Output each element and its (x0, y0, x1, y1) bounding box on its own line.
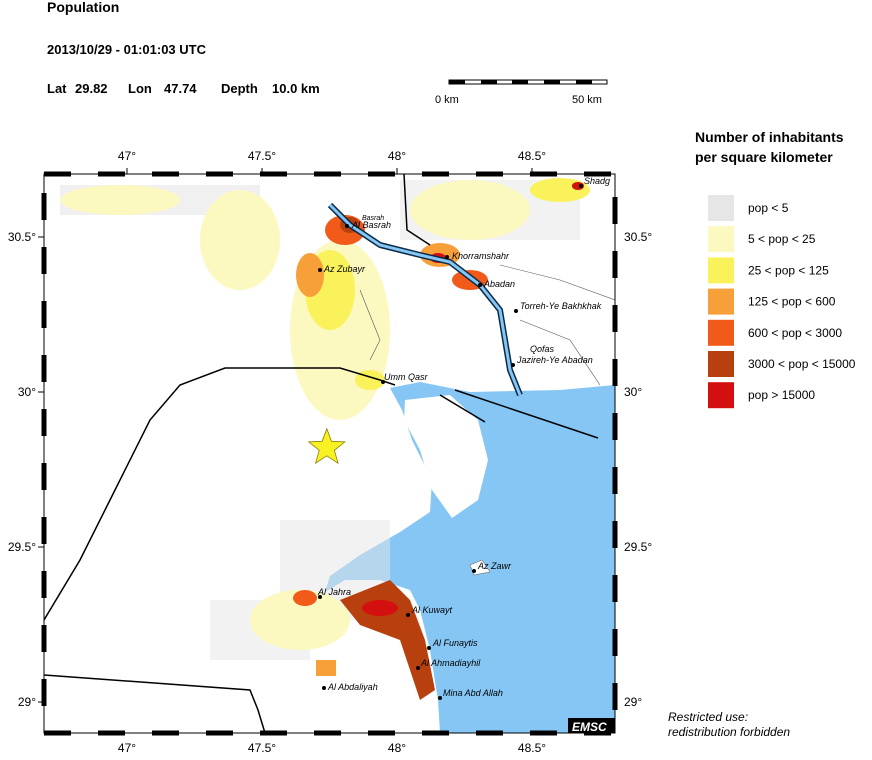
title: Population (47, 0, 119, 15)
datetime: 2013/10/29 - 01:01:03 UTC (47, 42, 207, 57)
lon-label: 48.5° (518, 741, 546, 755)
footer-line: redistribution forbidden (668, 725, 790, 739)
lat-label: 30.5° (8, 230, 36, 244)
lon-label: 47.5° (248, 741, 276, 755)
city-label: Al Funaytis (432, 638, 478, 648)
depth-label: Depth (221, 81, 258, 96)
lon-label: 48.5° (518, 149, 546, 163)
legend-label: 5 < pop < 25 (748, 232, 816, 246)
city-label: Al Basrah (351, 220, 391, 230)
lat-label: 29° (18, 695, 36, 709)
city-label: Shadg (584, 176, 610, 186)
legend-label: 600 < pop < 3000 (748, 326, 842, 340)
legend-label: 25 < pop < 125 (748, 263, 829, 277)
lon-label: 48° (388, 149, 406, 163)
city-label: Az Zawr (477, 561, 512, 571)
city-label: Jazireh-Ye Abadan (516, 355, 593, 365)
scale-bar (448, 79, 608, 85)
legend-swatch (708, 319, 734, 346)
lat-label: 30° (624, 385, 642, 399)
legend-swatch (708, 351, 734, 377)
legend: Number of inhabitants per square kilomete… (695, 129, 856, 409)
legend-swatch (708, 195, 734, 221)
legend-title: per square kilometer (695, 149, 833, 165)
lat-label: Lat (47, 81, 67, 96)
lon-label: Lon (128, 81, 152, 96)
city-label: Al Abdaliyah (327, 682, 378, 692)
legend-swatch (708, 288, 734, 315)
legend-swatch (708, 257, 734, 284)
lon-label: 47° (118, 149, 136, 163)
scale-start: 0 km (435, 94, 459, 106)
credit: EMSC (572, 720, 607, 734)
footer-line: Restricted use: (668, 710, 748, 724)
city-label: Qofas (530, 344, 555, 354)
city-label: Torreh-Ye Bakhkhak (520, 301, 602, 311)
legend-label: pop < 5 (748, 201, 789, 215)
lon-label: 47.5° (248, 149, 276, 163)
legend-label: pop > 15000 (748, 388, 815, 402)
city-label: Az Zubayr (323, 264, 366, 274)
city-label: Al Jahra (317, 587, 351, 597)
city-label: Abadan (483, 279, 515, 289)
lat-label: 30° (18, 385, 36, 399)
legend-title: Number of inhabitants (695, 129, 844, 145)
legend-swatch (708, 382, 734, 409)
scale-end: 50 km (572, 94, 602, 106)
lat-label: 29° (624, 695, 642, 709)
lon-label: 48° (388, 741, 406, 755)
lon-label: 47° (118, 741, 136, 755)
city-label: Al Kuwayt (411, 605, 453, 615)
city-label: Al Ahmadiayhil (420, 658, 481, 668)
epicenter (307, 427, 346, 465)
lat-label: 30.5° (624, 230, 652, 244)
city-label: Khorramshahr (452, 251, 510, 261)
depth: 10.0 km (272, 81, 320, 96)
lat-label: 29.5° (8, 540, 36, 554)
lon: 47.74 (164, 81, 197, 96)
legend-swatch (708, 226, 734, 253)
lat-label: 29.5° (624, 540, 652, 554)
city-label: Mina Abd Allah (443, 688, 503, 698)
city-label: Umm Qasr (384, 372, 429, 382)
legend-label: 125 < pop < 600 (748, 295, 836, 309)
legend-label: 3000 < pop < 15000 (748, 357, 856, 371)
city-label: Basrah (362, 215, 384, 222)
lat: 29.82 (75, 81, 108, 96)
